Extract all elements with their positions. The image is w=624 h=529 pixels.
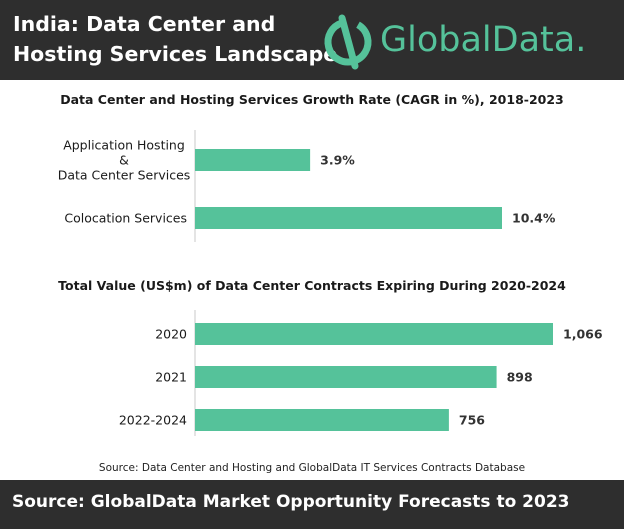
category-label: Colocation Services <box>64 211 187 226</box>
bar <box>195 366 497 388</box>
contracts-value-bar-chart: 2020 1,066 2021 898 2022-2024 756 <box>119 310 603 436</box>
category-label: Application Hosting <box>63 138 185 153</box>
data-label: 756 <box>459 413 485 428</box>
category-label: 2020 <box>155 327 187 342</box>
data-label: 3.9% <box>320 153 355 168</box>
cagr-bar-chart: Application Hosting&Data Center Services… <box>58 130 556 242</box>
globaldata-logo-icon <box>324 14 372 70</box>
category-label: Data Center Services <box>58 168 191 183</box>
chart-2-title: Total Value (US$m) of Data Center Contra… <box>58 278 566 293</box>
footer-banner: Source: GlobalData Market Opportunity Fo… <box>0 480 624 529</box>
category-label: 2022-2024 <box>119 413 187 428</box>
bar <box>195 207 502 229</box>
globaldata-logo: GlobalData. <box>322 10 622 72</box>
bar <box>195 149 311 171</box>
bar <box>195 323 553 345</box>
bar <box>195 409 449 431</box>
category-label: & <box>119 153 129 168</box>
chart-1-title: Data Center and Hosting Services Growth … <box>60 92 564 107</box>
footer-source: Source: GlobalData Market Opportunity Fo… <box>12 492 570 512</box>
data-label: 898 <box>507 370 533 385</box>
logo-text: GlobalData. <box>380 20 587 60</box>
data-label: 10.4% <box>512 211 556 226</box>
source-note: Source: Data Center and Hosting and Glob… <box>98 462 526 474</box>
category-label: 2021 <box>155 370 187 385</box>
data-label: 1,066 <box>563 327 603 342</box>
header-banner: India: Data Center and Hosting Services … <box>0 0 624 80</box>
page-title: India: Data Center and Hosting Services … <box>13 12 338 66</box>
